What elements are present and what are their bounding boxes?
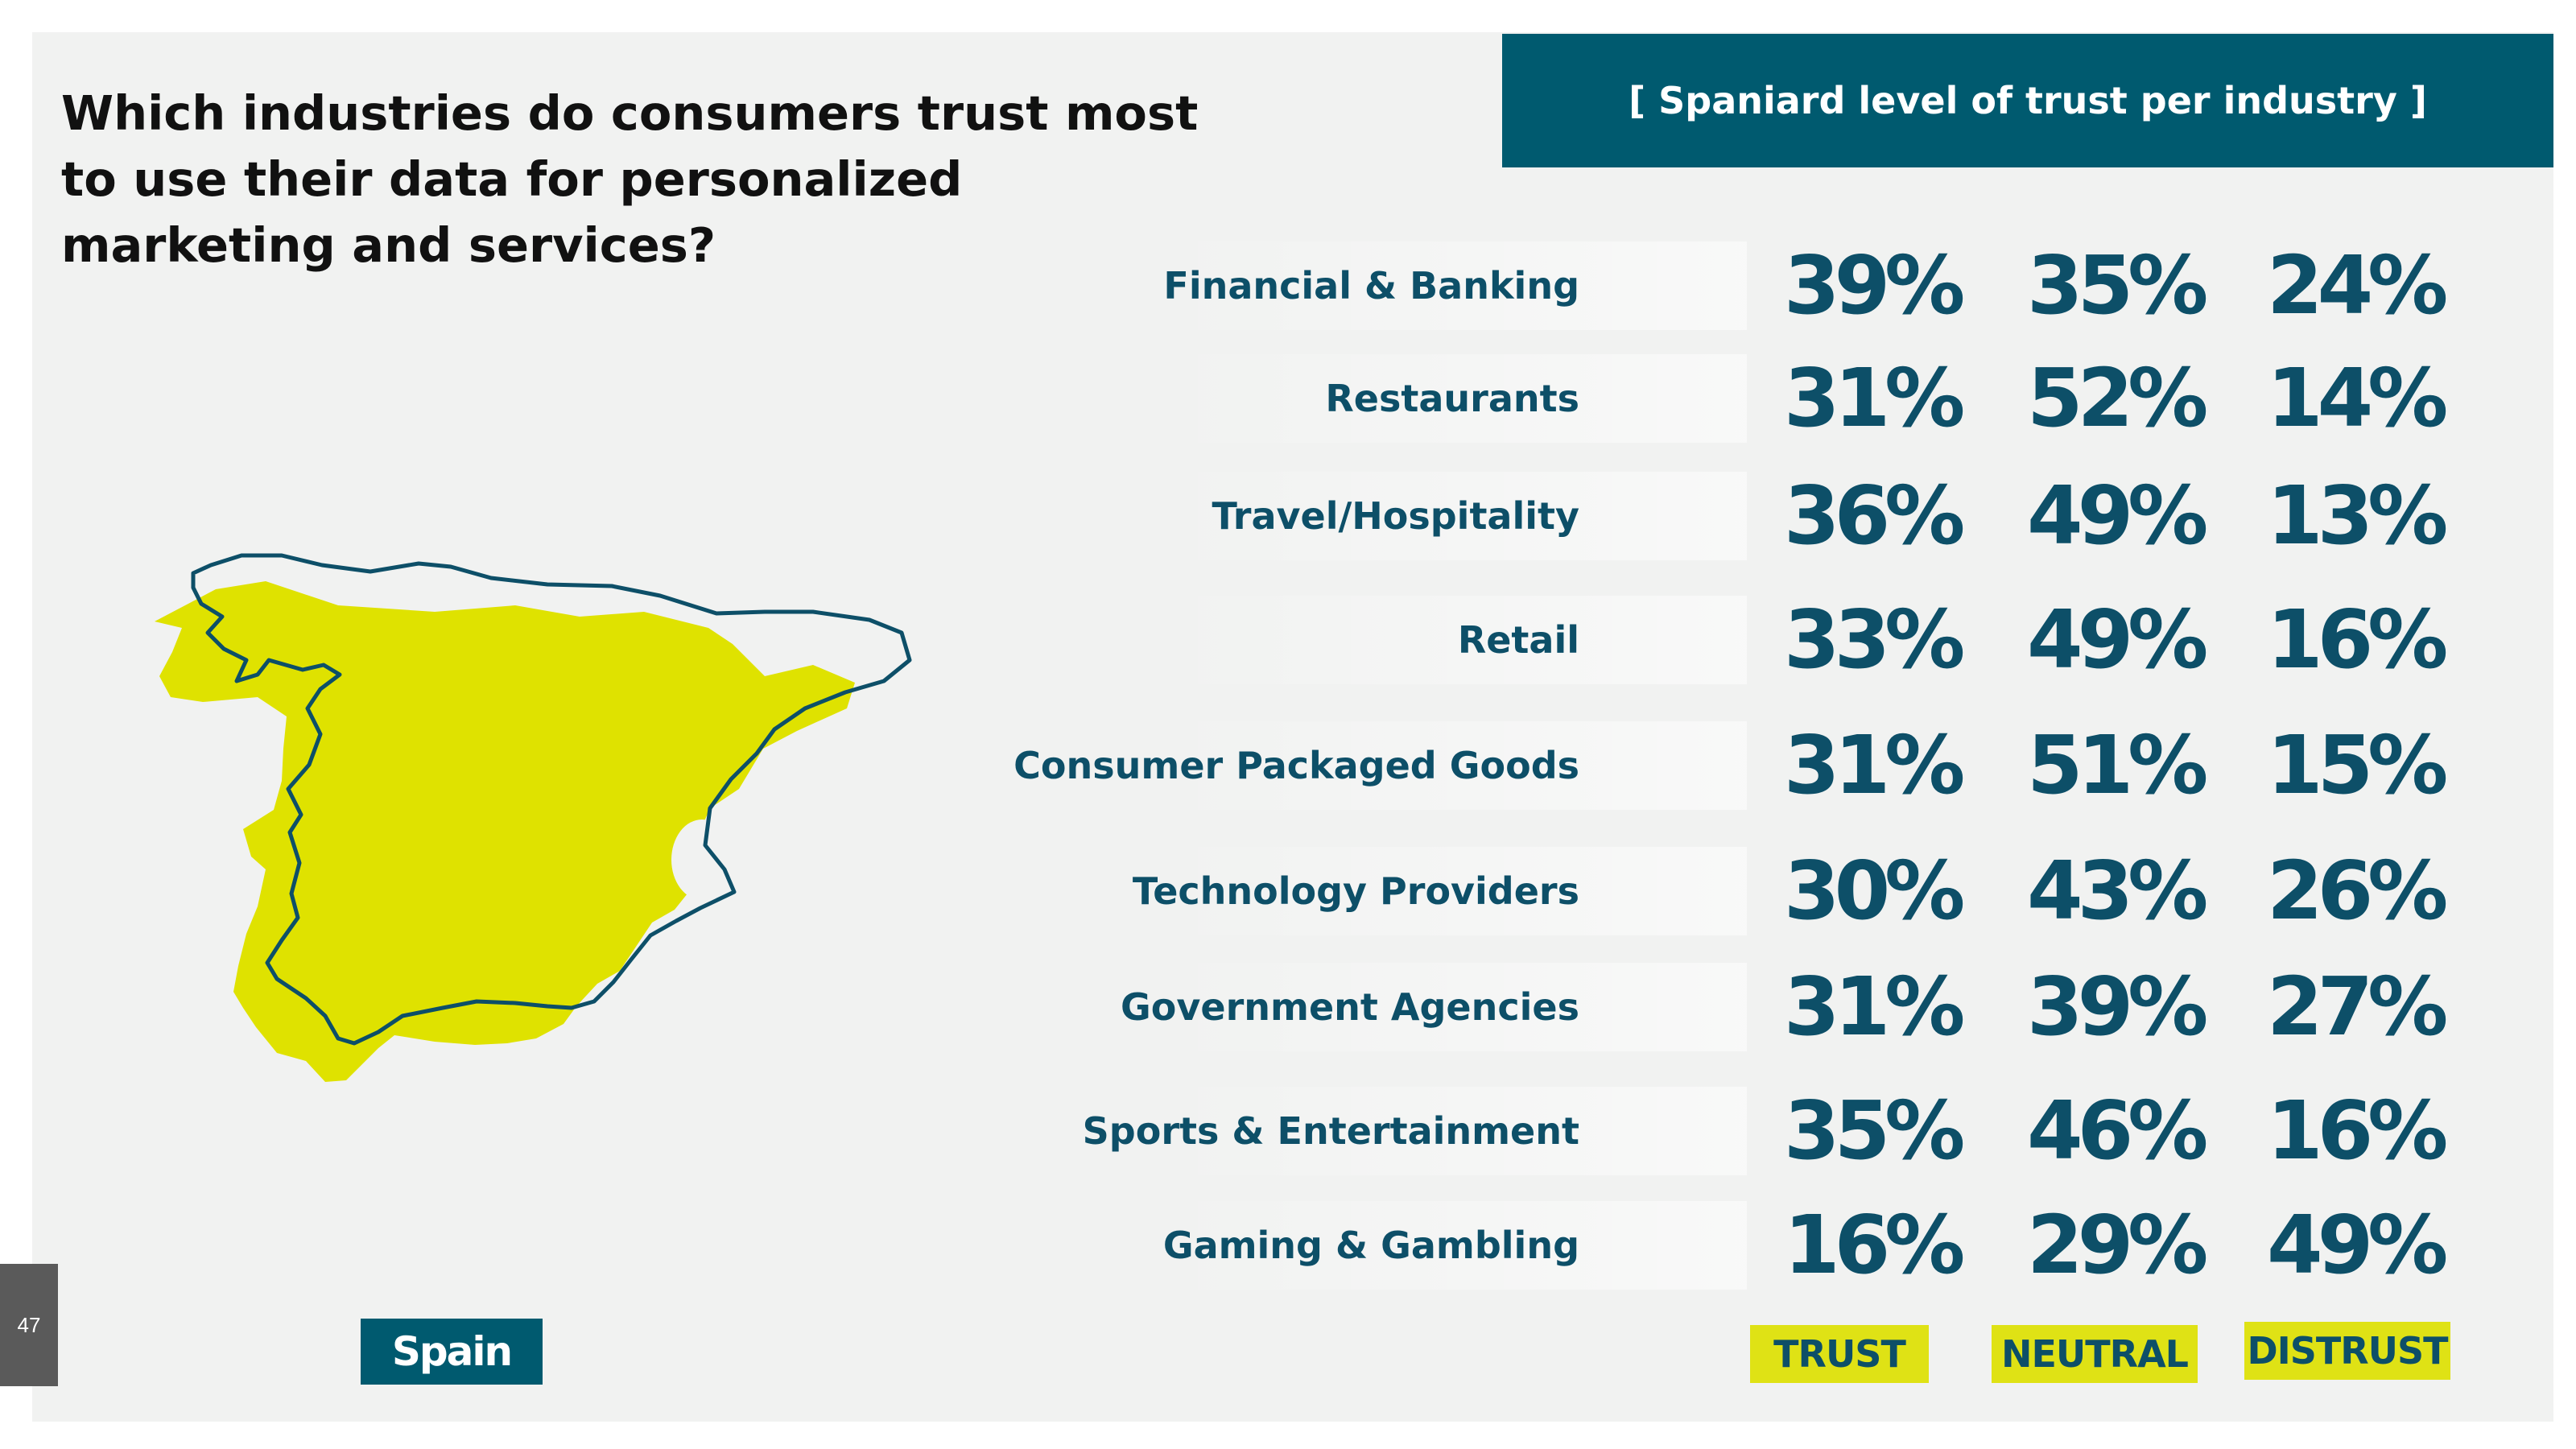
table-row: Financial & Banking 39% 35% 24% (1159, 242, 2528, 330)
value-neutral: 29% (2027, 1198, 2208, 1292)
value-trust: 35% (1784, 1084, 1965, 1178)
industry-label: Consumer Packaged Goods (1013, 744, 1579, 787)
row-background (1159, 354, 1747, 443)
value-neutral: 51% (2027, 718, 2208, 812)
industry-label: Gaming & Gambling (1162, 1224, 1579, 1267)
row-background (1159, 1201, 1747, 1290)
value-trust: 16% (1784, 1198, 1965, 1292)
row-background (1159, 1087, 1747, 1175)
value-distrust: 16% (2267, 1084, 2448, 1178)
industry-label: Travel/Hospitality (1212, 494, 1579, 538)
value-distrust: 16% (2267, 592, 2448, 687)
industry-label: Financial & Banking (1163, 264, 1579, 308)
table-row: Sports & Entertainment 35% 46% 16% (1083, 1084, 2528, 1178)
column-header-neutral: NEUTRAL (1992, 1325, 2198, 1383)
table-row: Consumer Packaged Goods 31% 51% 15% (1013, 718, 2528, 812)
row-background (1159, 472, 1747, 560)
value-trust: 31% (1784, 960, 1965, 1054)
value-neutral: 49% (2027, 469, 2208, 563)
value-trust: 30% (1784, 844, 1965, 938)
table-row: Retail 33% 49% 16% (1159, 596, 2528, 684)
value-distrust: 27% (2267, 960, 2448, 1054)
row-background (1159, 596, 1747, 684)
value-trust: 31% (1784, 351, 1965, 445)
spain-map-fill (155, 581, 855, 1082)
table-row: Government Agencies 31% 39% 27% (1121, 960, 2528, 1054)
row-background (1159, 242, 1747, 330)
table-row: Technology Providers 30% 43% 26% (1133, 844, 2528, 938)
row-background (1159, 963, 1747, 1051)
value-distrust: 15% (2267, 718, 2448, 812)
column-header-trust: TRUST (1750, 1325, 1929, 1383)
value-distrust: 14% (2267, 351, 2448, 445)
row-background (1159, 847, 1747, 935)
value-distrust: 49% (2267, 1198, 2448, 1292)
spain-map-outline (191, 553, 912, 1046)
page-number: 47 (0, 1264, 58, 1386)
value-distrust: 13% (2267, 469, 2448, 563)
map-notch (671, 819, 733, 900)
column-header-distrust: DISTRUST (2244, 1322, 2450, 1380)
value-distrust: 26% (2267, 844, 2448, 938)
industry-label: Technology Providers (1132, 869, 1579, 913)
table-row: Gaming & Gambling 16% 29% 49% (1159, 1201, 2528, 1290)
value-neutral: 35% (2027, 238, 2208, 332)
value-neutral: 52% (2027, 351, 2208, 445)
value-neutral: 39% (2027, 960, 2208, 1054)
industry-label: Restaurants (1325, 377, 1579, 420)
industry-label: Sports & Entertainment (1082, 1109, 1579, 1153)
country-label: Spain (391, 1328, 513, 1375)
value-trust: 39% (1784, 238, 1965, 332)
table-row: Travel/Hospitality 36% 49% 13% (1159, 472, 2528, 560)
country-badge: Spain (361, 1319, 543, 1385)
value-trust: 33% (1784, 592, 1965, 687)
page-number-label: 47 (17, 1312, 41, 1337)
table-header-bar: [ Spaniard level of trust per industry ] (1502, 34, 2553, 167)
value-neutral: 46% (2027, 1084, 2208, 1178)
page-title: Which industries do consumers trust most… (61, 85, 1199, 273)
industry-label: Government Agencies (1121, 985, 1579, 1029)
value-trust: 36% (1784, 469, 1965, 563)
table-header-title: [ Spaniard level of trust per industry ] (1629, 79, 2427, 122)
table-row: Restaurants 31% 52% 14% (1159, 354, 2528, 443)
value-distrust: 24% (2267, 238, 2448, 332)
value-neutral: 49% (2027, 592, 2208, 687)
value-neutral: 43% (2027, 844, 2208, 938)
row-background (1159, 721, 1747, 810)
value-trust: 31% (1784, 718, 1965, 812)
industry-label: Retail (1457, 618, 1579, 662)
